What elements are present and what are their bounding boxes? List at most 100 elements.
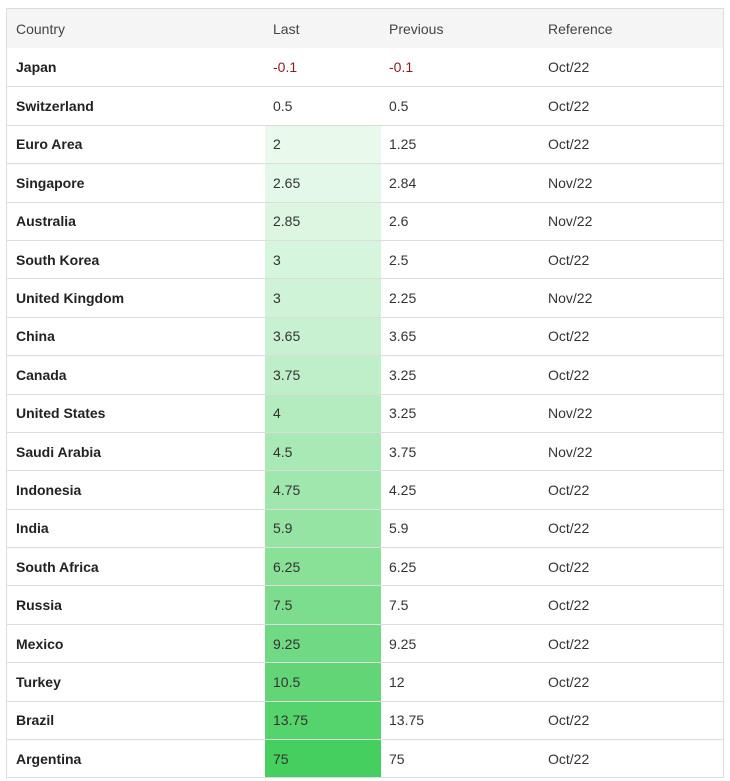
previous-value: 3.25	[389, 405, 417, 422]
previous-value: 7.5	[389, 597, 409, 614]
table-row: Saudi Arabia 4.5 3.75 Nov/22	[7, 431, 723, 471]
header-previous[interactable]: Previous	[389, 20, 444, 37]
header-reference[interactable]: Reference	[548, 20, 613, 37]
last-value: 2	[265, 125, 381, 164]
last-value: 9.25	[265, 624, 381, 663]
last-value: -0.1	[265, 48, 381, 87]
last-value: 3.75	[265, 356, 381, 394]
reference-date: Oct/22	[548, 251, 590, 268]
country-link[interactable]: United Kingdom	[16, 290, 125, 307]
previous-value: 6.25	[389, 558, 417, 575]
table-row: Turkey 10.5 12 Oct/22	[7, 662, 723, 701]
last-value: 13.75	[265, 701, 381, 740]
data-table: Country Last Previous Reference Japan -0.…	[6, 8, 724, 779]
last-value: 3	[265, 240, 381, 279]
country-link[interactable]: South Korea	[16, 251, 100, 268]
last-value: 4	[265, 394, 381, 432]
country-link[interactable]: China	[16, 328, 55, 345]
reference-date: Nov/22	[548, 174, 593, 191]
table-row: Russia 7.5 7.5 Oct/22	[7, 585, 723, 624]
reference-date: Oct/22	[548, 558, 590, 575]
country-link[interactable]: Switzerland	[16, 98, 94, 115]
table-row: Mexico 9.25 9.25 Oct/22	[7, 623, 723, 663]
previous-value: -0.1	[389, 59, 414, 76]
table-row: Japan -0.1 -0.1 Oct/22	[7, 48, 723, 87]
table-row: South Korea 3 2.5 Oct/22	[7, 239, 723, 279]
country-link[interactable]: Euro Area	[16, 136, 83, 153]
reference-date: Oct/22	[548, 481, 590, 498]
header-last[interactable]: Last	[273, 20, 300, 37]
previous-value: 4.25	[389, 481, 417, 498]
previous-value: 75	[389, 750, 405, 767]
table-row: United States 4 3.25 Nov/22	[7, 393, 723, 432]
last-value: 7.5	[265, 586, 381, 624]
last-value: 3.65	[265, 317, 381, 356]
previous-value: 0.5	[389, 98, 409, 115]
table-row: Indonesia 4.75 4.25 Oct/22	[7, 470, 723, 509]
country-link[interactable]: Singapore	[16, 174, 85, 191]
previous-value: 1.25	[389, 136, 417, 153]
reference-date: Nov/22	[548, 405, 593, 422]
country-link[interactable]: Mexico	[16, 635, 64, 652]
table-header: Country Last Previous Reference	[7, 9, 723, 48]
country-link[interactable]: Indonesia	[16, 481, 82, 498]
last-value: 4.5	[265, 432, 381, 471]
table-row: South Africa 6.25 6.25 Oct/22	[7, 547, 723, 586]
table-row: China 3.65 3.65 Oct/22	[7, 316, 723, 356]
country-link[interactable]: Australia	[16, 213, 76, 230]
table-row: Australia 2.85 2.6 Nov/22	[7, 201, 723, 240]
reference-date: Oct/22	[548, 712, 590, 729]
table-row: Switzerland 0.5 0.5 Oct/22	[7, 86, 723, 125]
reference-date: Nov/22	[548, 443, 593, 460]
reference-date: Nov/22	[548, 290, 593, 307]
last-value: 75	[265, 740, 381, 778]
reference-date: Oct/22	[548, 750, 590, 767]
reference-date: Oct/22	[548, 328, 590, 345]
last-value: 10.5	[265, 663, 381, 701]
country-link[interactable]: Canada	[16, 366, 67, 383]
table-row: United Kingdom 3 2.25 Nov/22	[7, 278, 723, 317]
country-link[interactable]: India	[16, 520, 49, 537]
table-row: Argentina 75 75 Oct/22	[7, 739, 723, 778]
country-link[interactable]: Brazil	[16, 712, 55, 729]
table-row: India 5.9 5.9 Oct/22	[7, 508, 723, 548]
last-value: 5.9	[265, 509, 381, 548]
previous-value: 3.75	[389, 443, 417, 460]
previous-value: 2.5	[389, 251, 409, 268]
previous-value: 12	[389, 673, 405, 690]
reference-date: Oct/22	[548, 597, 590, 614]
previous-value: 2.84	[389, 174, 417, 191]
country-link[interactable]: Russia	[16, 597, 62, 614]
reference-date: Oct/22	[548, 98, 590, 115]
previous-value: 3.65	[389, 328, 417, 345]
reference-date: Oct/22	[548, 136, 590, 153]
last-value: 2.85	[265, 202, 381, 240]
previous-value: 2.25	[389, 290, 417, 307]
reference-date: Oct/22	[548, 366, 590, 383]
last-value: 3	[265, 279, 381, 317]
previous-value: 2.6	[389, 213, 409, 230]
table-row: Canada 3.75 3.25 Oct/22	[7, 355, 723, 394]
reference-date: Oct/22	[548, 59, 590, 76]
country-link[interactable]: Japan	[16, 59, 57, 76]
previous-value: 5.9	[389, 520, 409, 537]
table-row: Brazil 13.75 13.75 Oct/22	[7, 700, 723, 740]
table-row: Singapore 2.65 2.84 Nov/22	[7, 163, 723, 202]
previous-value: 3.25	[389, 366, 417, 383]
previous-value: 13.75	[389, 712, 425, 729]
reference-date: Oct/22	[548, 635, 590, 652]
country-link[interactable]: United States	[16, 405, 106, 422]
country-link[interactable]: Argentina	[16, 750, 82, 767]
last-value: 6.25	[265, 548, 381, 586]
country-link[interactable]: South Africa	[16, 558, 99, 575]
country-link[interactable]: Turkey	[16, 673, 61, 690]
header-country[interactable]: Country	[16, 20, 66, 37]
previous-value: 9.25	[389, 635, 417, 652]
country-link[interactable]: Saudi Arabia	[16, 443, 102, 460]
last-value: 4.75	[265, 471, 381, 509]
table-row: Euro Area 2 1.25 Oct/22	[7, 124, 723, 164]
reference-date: Nov/22	[548, 213, 593, 230]
reference-date: Oct/22	[548, 520, 590, 537]
last-value: 2.65	[265, 164, 381, 202]
reference-date: Oct/22	[548, 673, 590, 690]
